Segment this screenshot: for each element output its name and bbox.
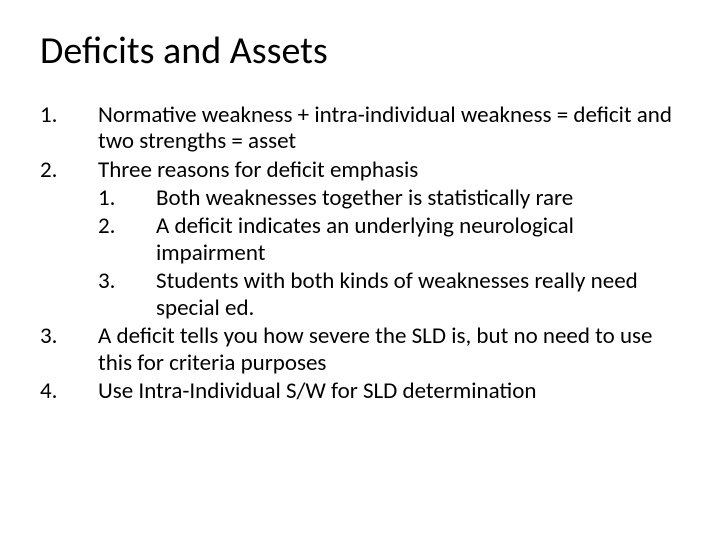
list-text: A deficit indicates an underlying neurol… xyxy=(156,213,680,266)
slide-title: Deficits and Assets xyxy=(40,30,680,74)
list-number: 4. xyxy=(40,378,98,404)
list-text: Normative weakness + intra-individual we… xyxy=(98,102,680,155)
list-item: 3. Students with both kinds of weaknesse… xyxy=(40,268,680,321)
list-number: 2. xyxy=(40,157,98,183)
list-number: 1. xyxy=(98,185,156,211)
list-number: 1. xyxy=(40,102,98,155)
list-item: 1. Both weaknesses together is statistic… xyxy=(40,185,680,211)
list-text: Both weaknesses together is statisticall… xyxy=(156,185,680,211)
list-item: 1. Normative weakness + intra-individual… xyxy=(40,102,680,155)
list-item: 3. A deficit tells you how severe the SL… xyxy=(40,323,680,376)
list-number: 3. xyxy=(40,323,98,376)
list-text: Use Intra-Individual S/W for SLD determi… xyxy=(98,378,680,404)
list-text: A deficit tells you how severe the SLD i… xyxy=(98,323,680,376)
slide: Deficits and Assets 1. Normative weaknes… xyxy=(0,0,720,540)
list-text: Three reasons for deficit emphasis xyxy=(98,157,680,183)
list-item: 2. Three reasons for deficit emphasis xyxy=(40,157,680,183)
list-item: 4. Use Intra-Individual S/W for SLD dete… xyxy=(40,378,680,404)
list-item: 2. A deficit indicates an underlying neu… xyxy=(40,213,680,266)
list-number: 2. xyxy=(98,213,156,266)
list-number: 3. xyxy=(98,268,156,321)
list-text: Students with both kinds of weaknesses r… xyxy=(156,268,680,321)
slide-body: 1. Normative weakness + intra-individual… xyxy=(40,102,680,405)
